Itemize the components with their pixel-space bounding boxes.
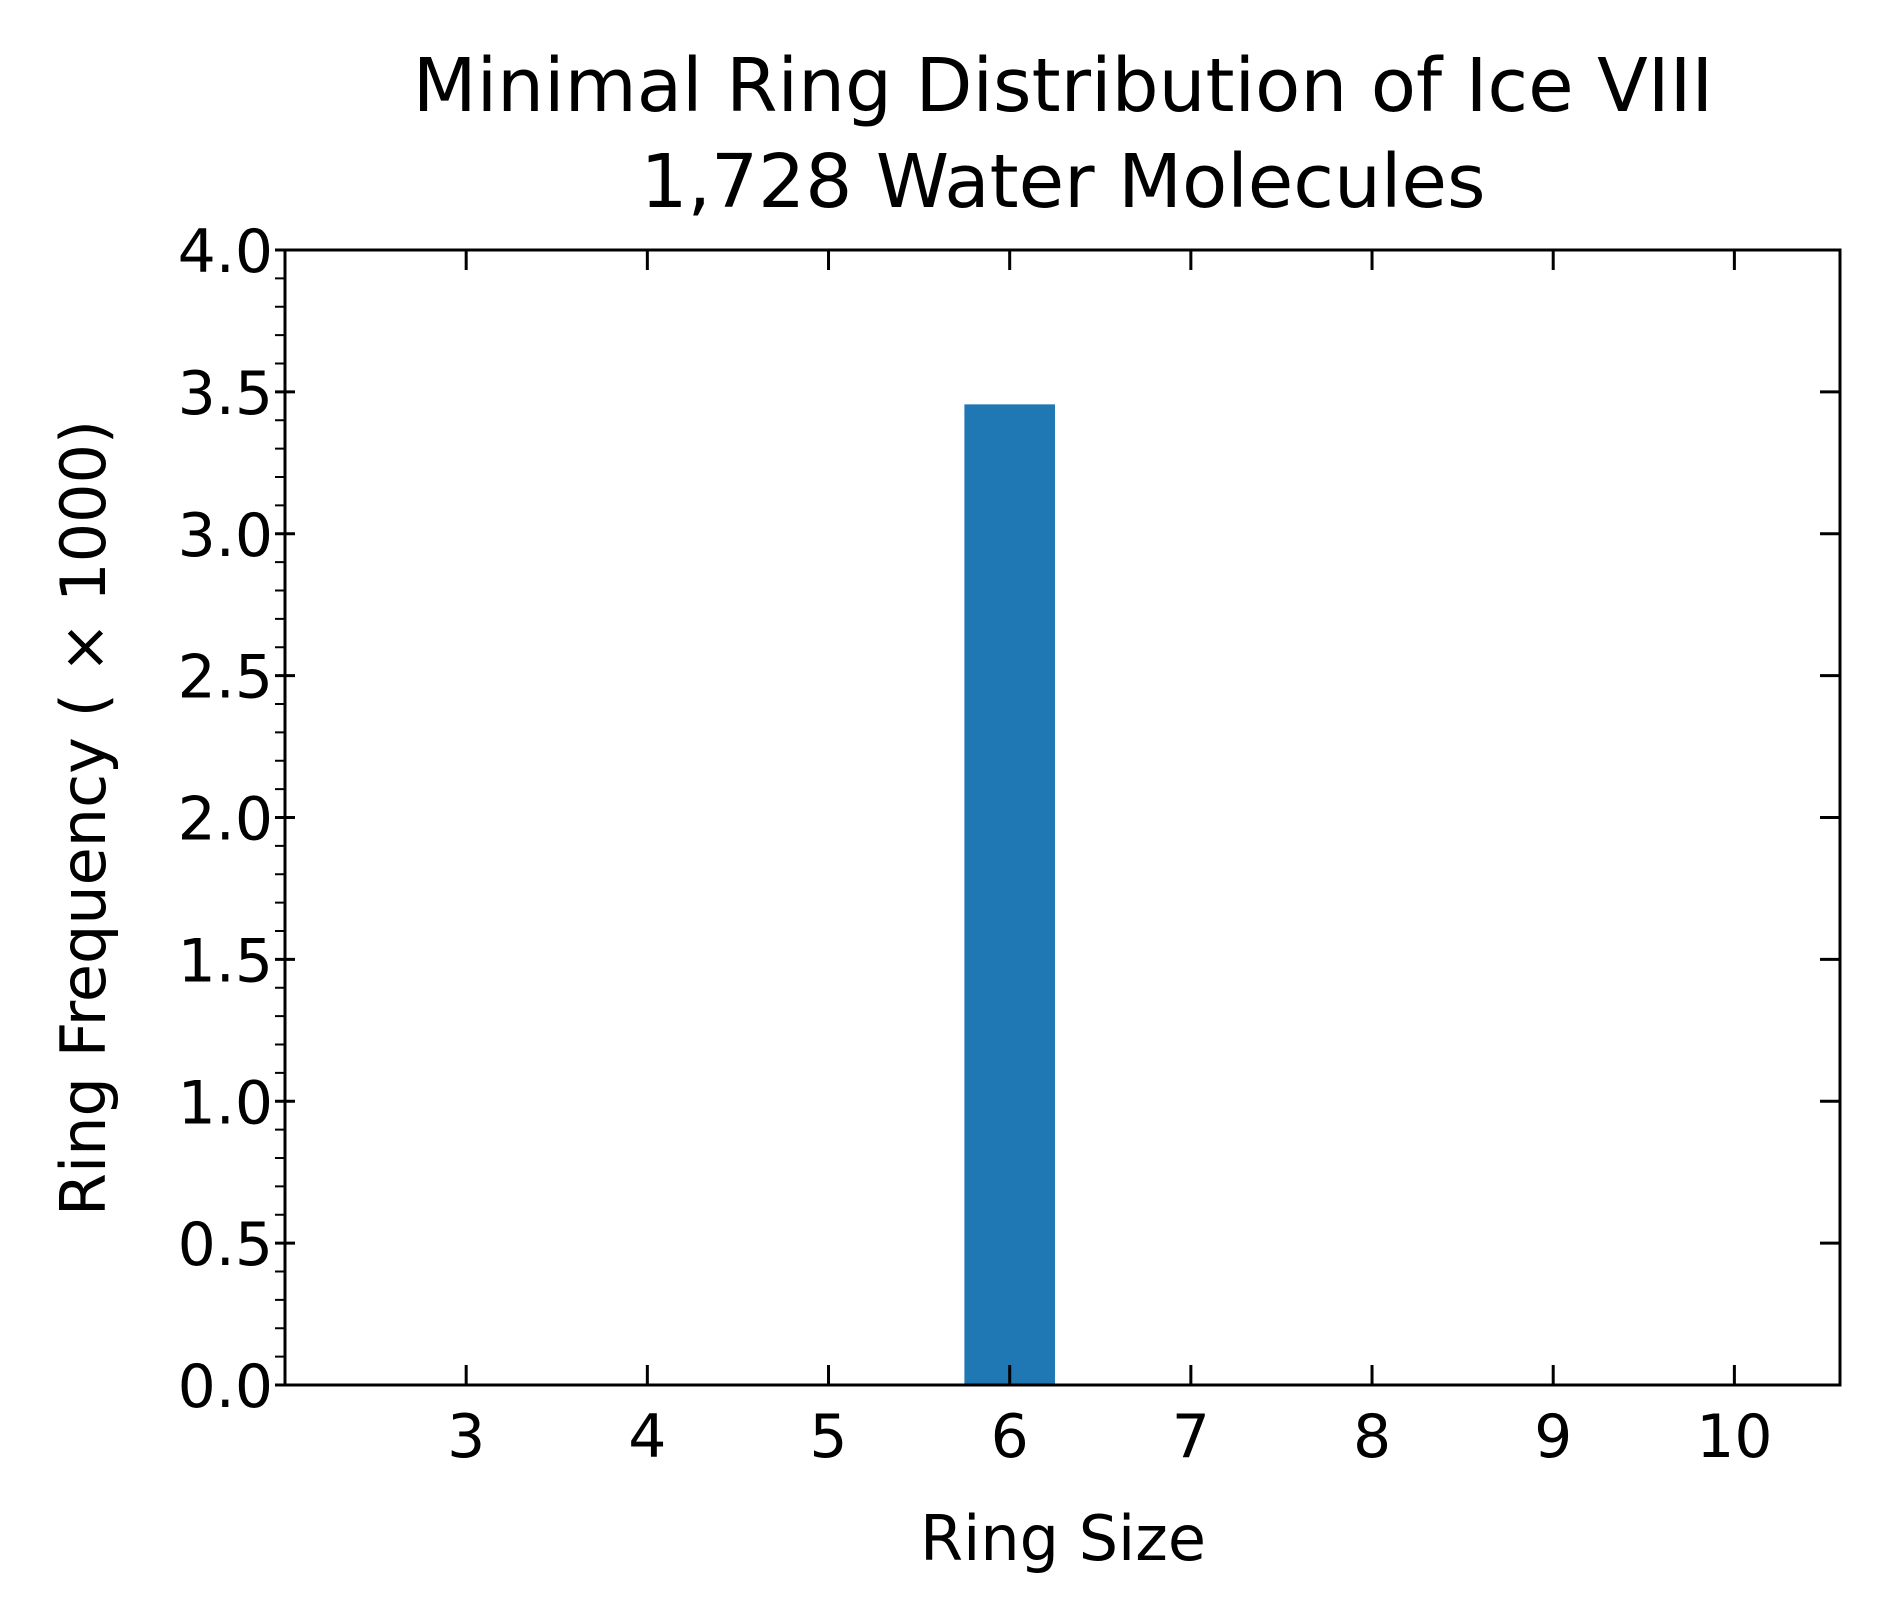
x-tick-label: 3 xyxy=(447,1402,485,1472)
y-tick-label: 3.5 xyxy=(178,359,273,429)
y-axis-ticks: 0.0 0.5 1.0 1.5 2.0 2.5 3.0 3.5 4.0 xyxy=(178,217,1840,1422)
y-axis-label: Ring Frequency ( × 1000) xyxy=(47,420,120,1216)
x-axis-label: Ring Size xyxy=(920,1502,1206,1575)
y-tick-label: 2.5 xyxy=(178,643,273,713)
y-tick-label: 3.0 xyxy=(178,501,273,571)
chart-title: Minimal Ring Distribution of Ice VIII xyxy=(413,43,1714,129)
x-tick-label: 8 xyxy=(1353,1402,1391,1472)
y-tick-label: 0.0 xyxy=(178,1352,273,1422)
x-tick-label: 6 xyxy=(991,1402,1029,1472)
x-tick-label: 9 xyxy=(1534,1402,1572,1472)
y-tick-label: 0.5 xyxy=(178,1210,273,1280)
y-tick-label: 2.0 xyxy=(178,785,273,855)
plot-frame xyxy=(283,248,1842,1387)
x-axis-ticks: 3 4 5 6 7 8 9 10 xyxy=(447,250,1773,1472)
x-tick-label: 5 xyxy=(809,1402,847,1472)
y-tick-label: 1.5 xyxy=(178,926,273,996)
bar-ring-size-6 xyxy=(964,404,1055,1385)
y-tick-label: 1.0 xyxy=(178,1068,273,1138)
x-tick-label: 4 xyxy=(628,1402,666,1472)
x-tick-label: 10 xyxy=(1696,1402,1772,1472)
y-tick-label: 4.0 xyxy=(178,217,273,287)
x-tick-label: 7 xyxy=(1172,1402,1210,1472)
chart-subtitle: 1,728 Water Molecules xyxy=(640,139,1485,225)
bars-group xyxy=(964,404,1055,1385)
